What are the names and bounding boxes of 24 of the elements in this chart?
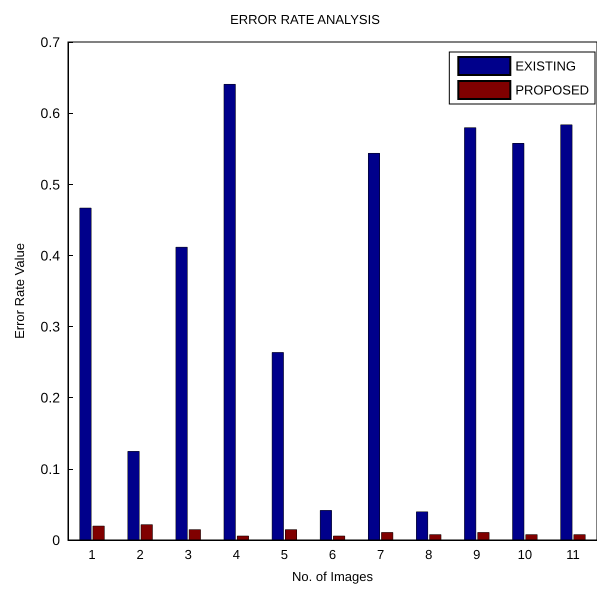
y-axis-title: Error Rate Value xyxy=(12,243,27,339)
y-tick-label: 0.2 xyxy=(40,390,60,406)
x-tick-label: 11 xyxy=(566,547,580,562)
x-tick-label: 7 xyxy=(376,547,384,562)
x-tick-label: 6 xyxy=(328,547,336,562)
x-axis-title: No. of Images xyxy=(292,569,374,584)
y-tick-label: 0.4 xyxy=(40,247,60,264)
x-tick-label: 1 xyxy=(88,547,96,562)
x-tick-label: 4 xyxy=(232,547,240,562)
y-tick-label: 0 xyxy=(52,532,60,548)
x-tick-label: 9 xyxy=(473,547,480,562)
x-tick-label: 3 xyxy=(184,547,192,562)
y-tick-label: 0.7 xyxy=(40,34,60,50)
chart-title: ERROR RATE ANALYSIS xyxy=(230,12,380,27)
y-tick-label: 0.3 xyxy=(40,318,60,335)
y-tick-label: 0.1 xyxy=(40,460,60,477)
legend-label: PROPOSED xyxy=(515,82,590,98)
x-tick-label: 2 xyxy=(136,547,144,562)
x-tick-label: 5 xyxy=(280,547,288,562)
y-tick-label: 0.6 xyxy=(40,105,60,122)
x-tick-label: 10 xyxy=(518,547,532,562)
y-tick-label: 0.5 xyxy=(40,176,60,192)
legend-label: EXISTING xyxy=(515,58,576,74)
x-tick-label: 8 xyxy=(425,547,432,562)
